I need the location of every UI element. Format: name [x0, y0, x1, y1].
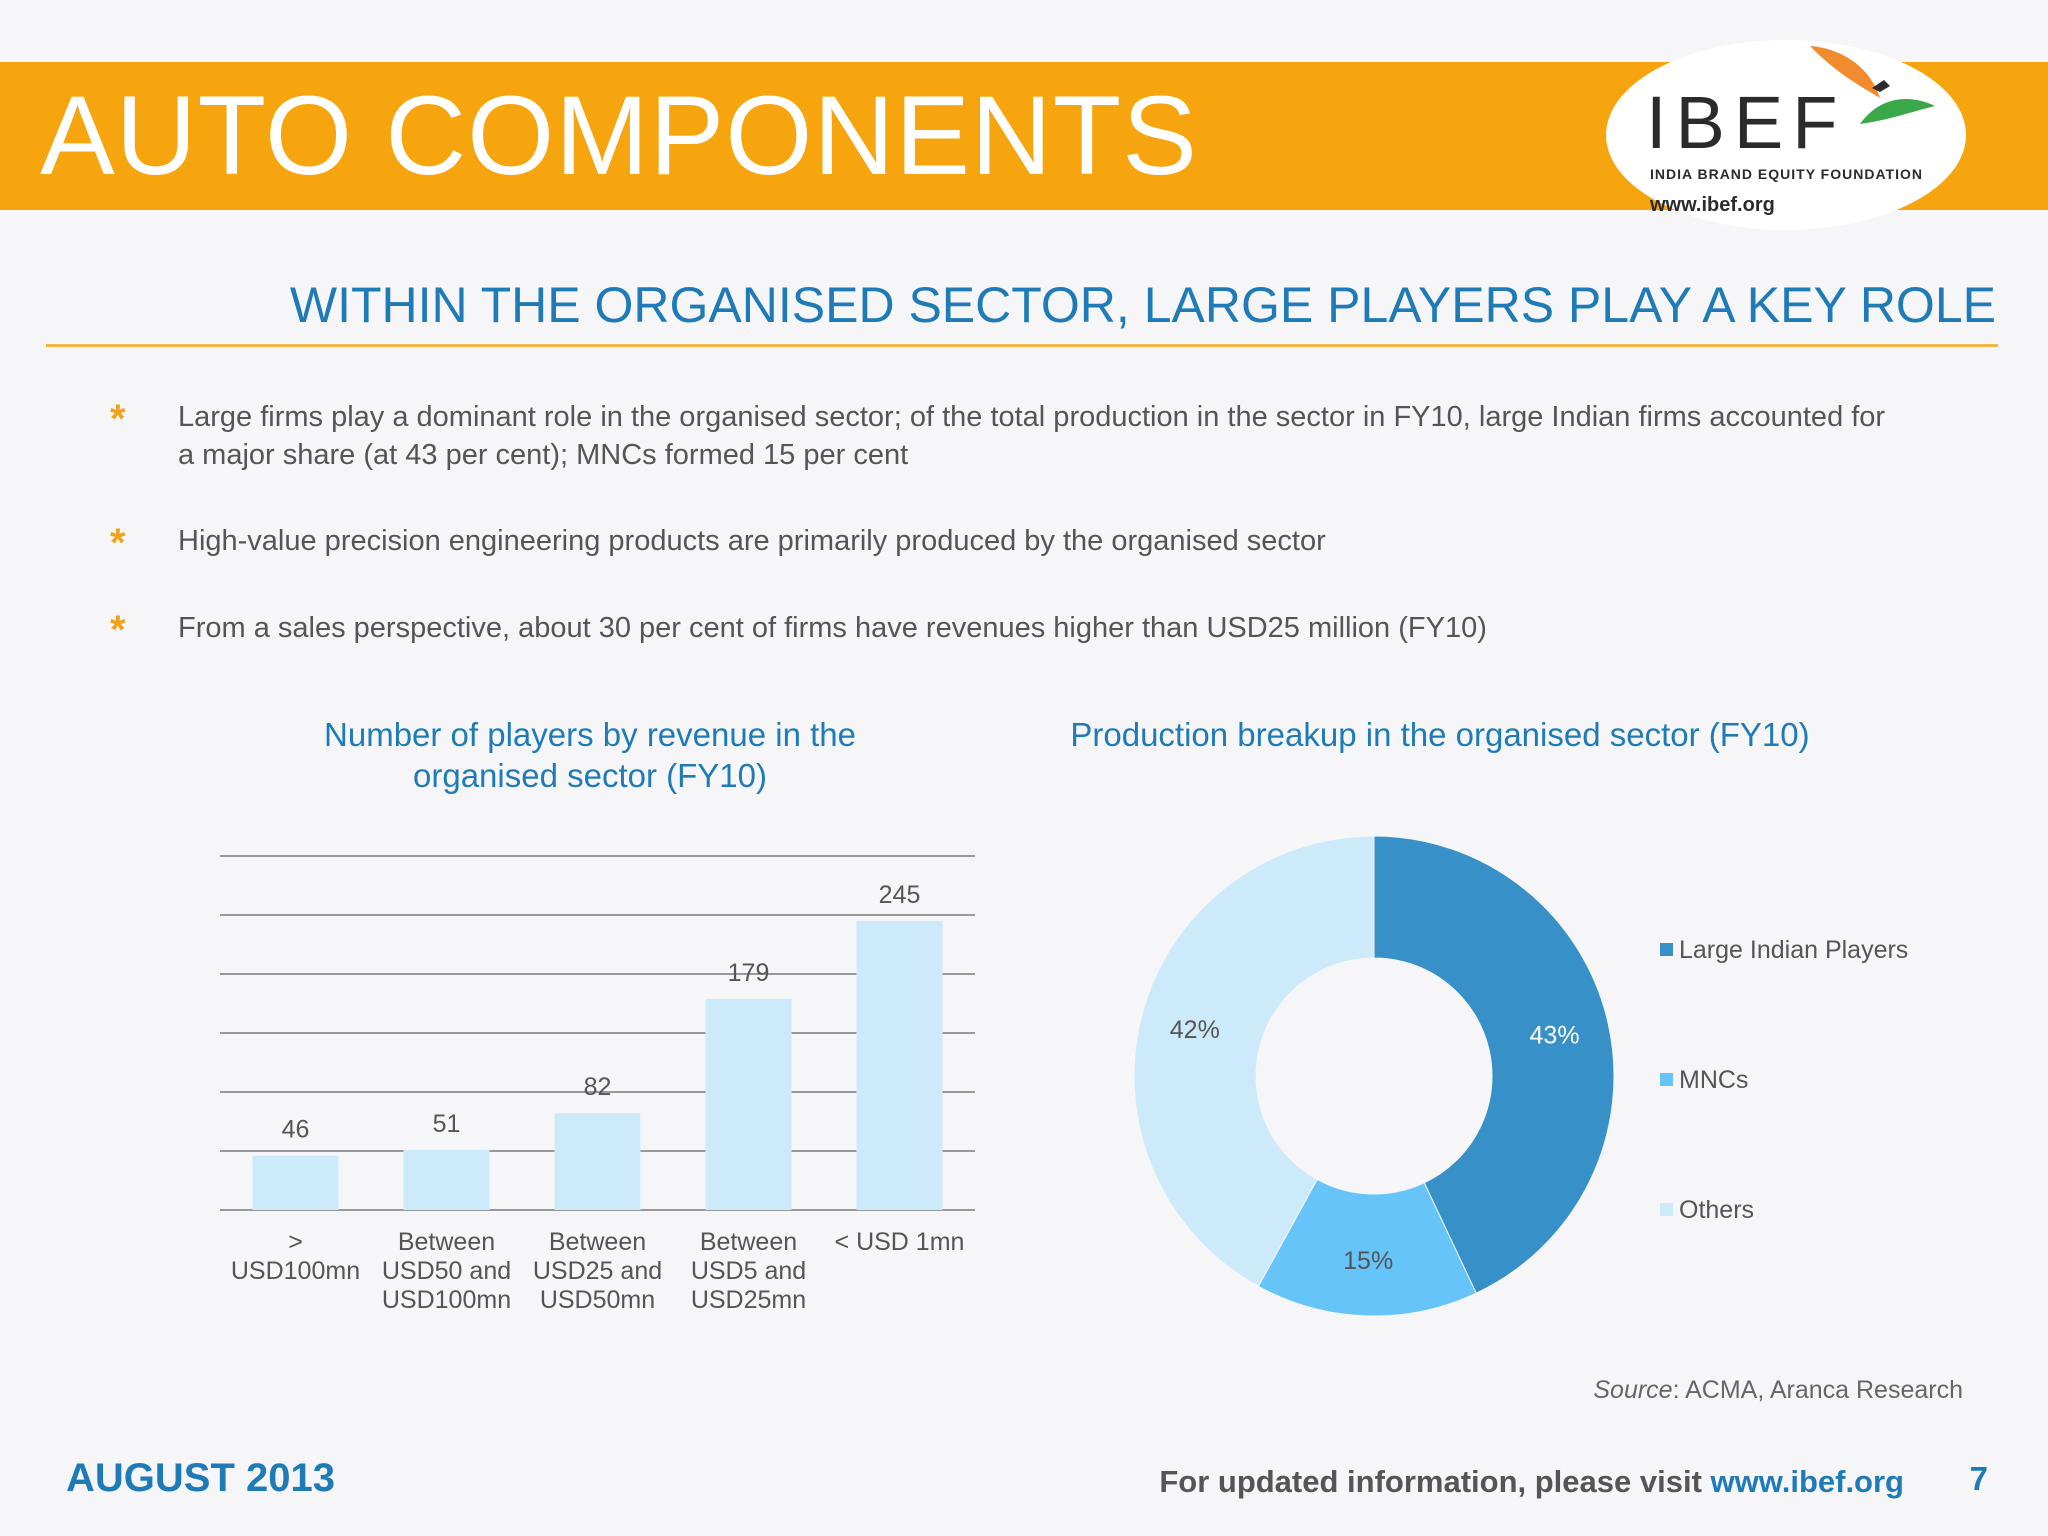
bar-value-label: 51	[433, 1110, 461, 1138]
ibef-bird-logo-icon	[1810, 46, 1935, 124]
category-label: Between USD5 and USD25mn	[690, 1228, 807, 1314]
bar	[554, 1113, 641, 1210]
bar	[856, 920, 943, 1210]
asterisk-icon: *	[110, 608, 126, 652]
bar-value-label: 82	[584, 1073, 612, 1101]
bullet-text: High-value precision engineering product…	[178, 525, 1326, 557]
page-number: 7	[1969, 1460, 1988, 1497]
slide-subtitle: WITHIN THE ORGANISED SECTOR, LARGE PLAYE…	[289, 277, 1996, 333]
bullet-text: Large firms play a dominant role in the …	[178, 401, 1886, 471]
bar	[252, 1155, 339, 1210]
legend-item: MNCs	[1660, 1066, 1748, 1095]
legend-swatch	[1660, 1073, 1673, 1086]
legend-item: Others	[1660, 1196, 1754, 1225]
footer-link[interactable]: www.ibef.org	[1710, 1464, 1904, 1499]
category-label: Between USD25 and USD50mn	[532, 1228, 663, 1314]
logo-wordmark: IBEF	[1646, 81, 1847, 164]
logo-tagline: INDIA BRAND EQUITY FOUNDATION	[1650, 166, 1923, 182]
bullet-item: * From a sales perspective, about 30 per…	[110, 608, 1487, 652]
logo-url: www.ibef.org	[1650, 194, 1775, 216]
category-label: Between USD50 and USD100mn	[381, 1228, 512, 1314]
bar-value-label: 46	[282, 1116, 310, 1144]
bar	[705, 998, 792, 1210]
pie-value-label: 43%	[1530, 1022, 1580, 1050]
asterisk-icon: *	[110, 521, 126, 565]
pie-slice	[1257, 1178, 1477, 1317]
legend-swatch	[1660, 1203, 1673, 1216]
footer-note: For updated information, please visit ww…	[1159, 1464, 1904, 1500]
bar-value-label: 179	[728, 959, 770, 987]
pie-value-label: 15%	[1343, 1247, 1393, 1275]
bar-value-label: 245	[879, 881, 921, 909]
legend-label: Large Indian Players	[1679, 936, 1909, 964]
bar	[403, 1149, 490, 1210]
bullet-item: * High-value precision engineering produ…	[110, 521, 1326, 565]
category-label: > USD100mn	[230, 1228, 361, 1285]
subtitle-divider	[46, 344, 1998, 347]
legend-swatch	[1660, 943, 1673, 956]
footer-text: For updated information, please visit	[1159, 1464, 1711, 1499]
bar-chart: 46 51 82 179 245	[220, 855, 975, 1211]
page-title: AUTO COMPONENTS	[40, 73, 1198, 198]
bullet-item: * Large firms play a dominant role in th…	[110, 398, 1890, 474]
source-text: : ACMA, Aranca Research	[1672, 1376, 1963, 1404]
bar-chart-title: Number of players by revenue in the orga…	[324, 716, 856, 794]
legend-label: MNCs	[1679, 1066, 1749, 1094]
donut-chart: 43% 15% 42%	[1133, 835, 1615, 1317]
source-label: Source	[1593, 1376, 1673, 1404]
pie-slice	[1373, 835, 1615, 1294]
source-note: Source: ACMA, Aranca Research	[1593, 1376, 1963, 1405]
footer-date: AUGUST 2013	[66, 1456, 335, 1500]
legend-item: Large Indian Players	[1660, 936, 1908, 965]
logo-badge	[1606, 40, 1966, 230]
legend-label: Others	[1679, 1196, 1755, 1224]
pie-value-label: 42%	[1170, 1016, 1220, 1044]
category-label: < USD 1mn	[834, 1228, 965, 1256]
pie-chart-title: Production breakup in the organised sect…	[1070, 716, 1810, 753]
pie-slice	[1133, 835, 1375, 1287]
asterisk-icon: *	[110, 397, 126, 441]
bullet-text: From a sales perspective, about 30 per c…	[178, 612, 1487, 644]
